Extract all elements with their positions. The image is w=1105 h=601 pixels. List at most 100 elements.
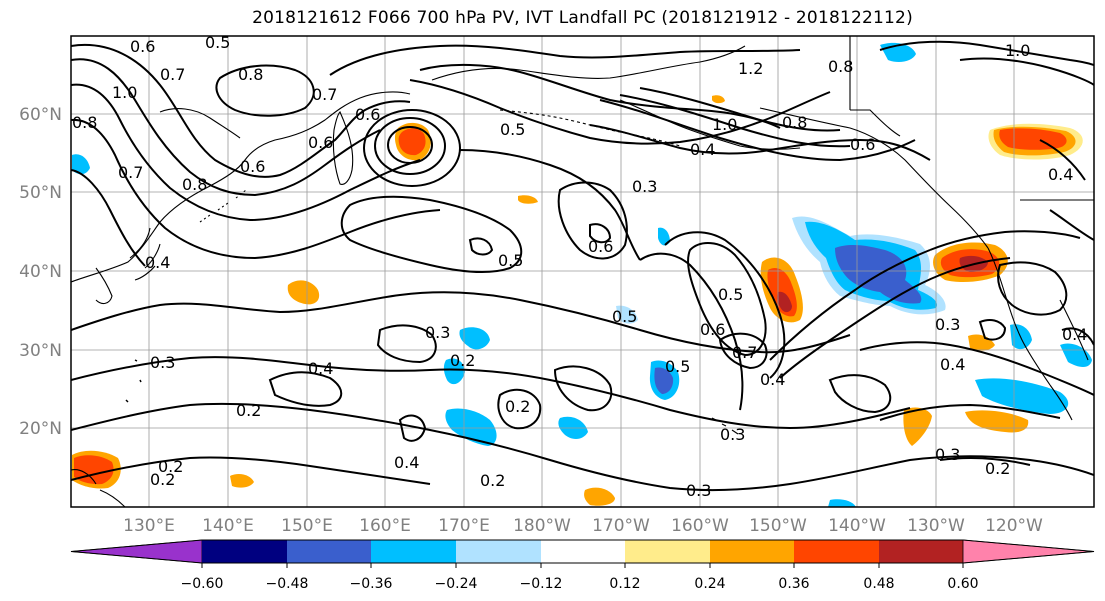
colorbar-tick-label: −0.12 xyxy=(520,576,563,592)
contour-label: 0.3 xyxy=(935,445,960,464)
contour-label: 1.2 xyxy=(738,59,763,78)
contour-label: 0.7 xyxy=(732,343,757,362)
negative-anomaly-region xyxy=(658,227,670,246)
contour-label: 0.5 xyxy=(498,251,523,270)
map-title: 2018121612 F066 700 hPa PV, IVT Landfall… xyxy=(252,8,913,28)
colorbar-tick-label: 0.12 xyxy=(609,576,640,592)
lat-label: 50°N xyxy=(19,183,62,203)
contour-label: 0.8 xyxy=(782,113,807,132)
contour-label: 0.3 xyxy=(150,353,175,372)
lon-label: 130°E xyxy=(123,516,175,536)
contour-label: 0.5 xyxy=(612,307,637,326)
colorbar-tick-label: −0.60 xyxy=(181,576,224,592)
contour-label: 0.4 xyxy=(1062,325,1087,344)
negative-anomaly-region xyxy=(828,499,856,507)
lat-label: 30°N xyxy=(19,341,62,361)
latitude-labels: 60°N 50°N 40°N 30°N 20°N xyxy=(19,105,62,439)
contour-label: 0.3 xyxy=(632,177,657,196)
positive-anomaly-region xyxy=(777,291,792,313)
colorbar-segment xyxy=(794,540,879,563)
lat-label: 40°N xyxy=(19,262,62,282)
colorbar-segment xyxy=(456,540,541,563)
pv-contours xyxy=(71,40,1094,492)
contour-label-group: 0.6 0.5 0.8 0.7 1.0 0.8 0.7 0.8 0.6 0.7 … xyxy=(72,33,1087,500)
lon-label: 140°W xyxy=(828,516,886,536)
positive-anomaly-region xyxy=(398,128,426,156)
contour-label: 0.6 xyxy=(700,320,725,339)
contour-label: 0.4 xyxy=(394,453,419,472)
negative-anomaly-region xyxy=(72,154,90,175)
contour-label: 0.2 xyxy=(450,351,475,370)
colorbar-segment xyxy=(879,540,963,563)
contour-label: 0.7 xyxy=(312,85,337,104)
contour-label: 0.5 xyxy=(718,285,743,304)
contour-label: 0.5 xyxy=(205,33,230,52)
positive-anomaly-region xyxy=(287,280,320,305)
colorbar-segment xyxy=(710,540,794,563)
colorbar-extend-high xyxy=(962,539,1095,564)
lon-label: 150°W xyxy=(749,516,807,536)
lon-label: 170°W xyxy=(592,516,650,536)
contour-label: 0.7 xyxy=(160,65,185,84)
contour-label: 0.3 xyxy=(935,315,960,334)
lon-label: 160°W xyxy=(671,516,729,536)
negative-anomaly-region xyxy=(654,367,674,394)
positive-anomaly-region xyxy=(903,407,932,446)
contour-label: 0.2 xyxy=(480,471,505,490)
positive-anomaly-region xyxy=(518,195,538,204)
contour-label: 0.6 xyxy=(355,105,380,124)
positive-anomaly-region xyxy=(712,95,725,104)
contour-label: 0.8 xyxy=(828,57,853,76)
lon-label: 150°E xyxy=(281,516,333,536)
colorbar xyxy=(70,539,1095,568)
contour-label: 0.5 xyxy=(500,120,525,139)
lon-label: 160°E xyxy=(359,516,411,536)
contour-label: 0.3 xyxy=(720,425,745,444)
contour-label: 0.2 xyxy=(236,401,261,420)
contour-label: 0.3 xyxy=(686,481,711,500)
contour-label: 0.4 xyxy=(145,253,170,272)
colorbar-tick-label: 0.48 xyxy=(863,576,894,592)
colorbar-segment xyxy=(541,540,625,563)
colorbar-tick-label: −0.24 xyxy=(435,576,478,592)
contour-label: 0.6 xyxy=(850,135,875,154)
lon-label: 120°W xyxy=(985,516,1043,536)
contour-label: 0.2 xyxy=(505,397,530,416)
contour-label: 1.0 xyxy=(1005,41,1030,60)
contour-label: 0.4 xyxy=(308,359,333,378)
contour-label: 1.0 xyxy=(112,83,137,102)
colorbar-segment xyxy=(371,540,456,563)
colorbar-segment xyxy=(287,540,371,563)
colorbar-tick-label: 0.24 xyxy=(694,576,725,592)
longitude-labels: 130°E 140°E 150°E 160°E 170°E 180°W 170°… xyxy=(123,516,1043,536)
contour-label: 0.2 xyxy=(150,470,175,489)
lat-label: 20°N xyxy=(19,419,62,439)
contour-label: 0.8 xyxy=(72,113,97,132)
negative-anomaly-region xyxy=(459,327,490,350)
contour-label: 0.6 xyxy=(240,157,265,176)
positive-anomaly-region xyxy=(584,487,615,506)
lon-label: 140°E xyxy=(202,516,254,536)
colorbar-segment xyxy=(625,540,710,563)
contour-label: 0.4 xyxy=(940,355,965,374)
map-frame xyxy=(70,35,1095,508)
positive-anomaly-region xyxy=(230,474,254,488)
colorbar-tick-label: 0.60 xyxy=(947,576,978,592)
contour-label: 0.8 xyxy=(238,65,263,84)
contour-label: 0.4 xyxy=(760,370,785,389)
contour-label: 0.4 xyxy=(690,140,715,159)
contour-label: 0.2 xyxy=(158,457,183,476)
negative-anomaly-region xyxy=(445,408,497,446)
contour-label: 0.8 xyxy=(182,175,207,194)
lon-label: 180°W xyxy=(513,516,571,536)
contour-label: 1.0 xyxy=(712,115,737,134)
lon-label: 170°E xyxy=(438,516,490,536)
contour-label: 0.2 xyxy=(985,459,1010,478)
colorbar-tick-label: −0.48 xyxy=(266,576,309,592)
colorbar-extend-low xyxy=(70,539,203,564)
contour-label: 0.5 xyxy=(665,357,690,376)
contour-label: 0.6 xyxy=(588,237,613,256)
negative-anomaly-region xyxy=(616,305,638,324)
colorbar-tick-labels: −0.60 −0.48 −0.36 −0.24 −0.12 0.12 0.24 … xyxy=(181,576,979,592)
